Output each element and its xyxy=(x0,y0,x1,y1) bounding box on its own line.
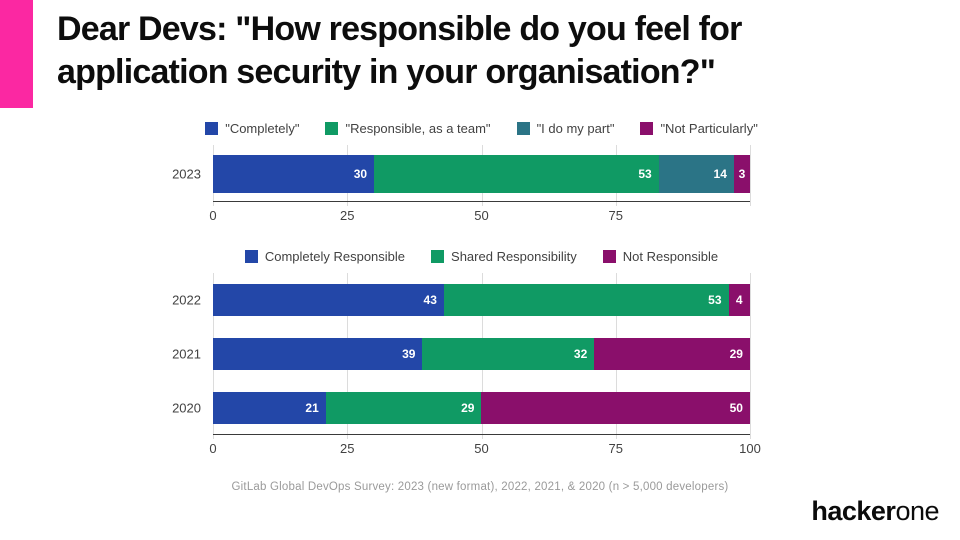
legend-swatch xyxy=(205,121,219,135)
segment-value: 14 xyxy=(713,166,727,181)
bar-segment: 39 xyxy=(213,338,423,370)
bar-segment: 29 xyxy=(594,338,750,370)
x-tick-label: 25 xyxy=(340,208,355,223)
segment-value: 43 xyxy=(423,293,437,307)
segment-value: 29 xyxy=(461,401,475,415)
bar-row: 2023 30 53 14 3 xyxy=(172,145,750,202)
gridline xyxy=(750,145,751,206)
x-tick-label: 50 xyxy=(474,441,489,456)
segment-value: 53 xyxy=(708,293,722,307)
x-tick-label: 0 xyxy=(209,208,217,223)
bar-track: 21 29 50 xyxy=(213,392,750,424)
segment-value: 32 xyxy=(573,347,588,361)
bar-segment: 53 xyxy=(443,284,729,316)
bar-segment: 43 xyxy=(213,284,444,316)
gridline xyxy=(750,273,751,439)
title-line-2: application security in your organisatio… xyxy=(57,53,716,91)
bar-track: 30 53 14 3 xyxy=(213,154,750,193)
legend-swatch xyxy=(325,121,339,135)
accent-bar xyxy=(0,0,33,108)
x-tick-label: 50 xyxy=(474,208,489,223)
chart-2023-survey: "Completely" "Responsible, as a team" "I d… xyxy=(172,120,758,226)
legend-swatch xyxy=(602,249,616,263)
bar-segment: 50 xyxy=(481,392,750,424)
legend-label: "I do my part" xyxy=(536,120,615,136)
x-tick-label: 25 xyxy=(340,441,355,456)
legend-label: "Not Particularly" xyxy=(660,120,758,136)
x-tick-label: 75 xyxy=(608,441,623,456)
bar-segment: 3 xyxy=(733,154,750,193)
segment-value: 4 xyxy=(735,293,743,307)
category-label: 2021 xyxy=(172,346,201,362)
segment-value: 3 xyxy=(738,166,746,181)
bar-segment: 29 xyxy=(325,392,482,424)
bar-segment: 30 xyxy=(213,154,375,193)
bar-row: 2022 43 53 4 xyxy=(172,273,750,327)
chart-legend: Completely Responsible Shared Responsibil… xyxy=(213,248,750,264)
legend-label: Completely Responsible xyxy=(264,248,406,264)
bar-segment: 32 xyxy=(422,338,595,370)
bar-row: 2021 39 32 29 xyxy=(172,327,750,381)
bar-rows: 2023 30 53 14 3 xyxy=(172,145,750,202)
bar-rows: 2022 43 53 4 2021 39 32 29 2020 21 29 50 xyxy=(172,273,750,435)
source-caption: GitLab Global DevOps Survey: 2023 (new f… xyxy=(231,481,729,493)
segment-value: 21 xyxy=(305,401,319,415)
legend-swatch xyxy=(640,121,654,135)
legend-swatch xyxy=(244,249,258,263)
logo-text-bold: hacker xyxy=(811,496,896,526)
hackerone-logo: hackerone xyxy=(811,496,939,527)
legend-item: Completely Responsible xyxy=(244,248,406,264)
x-tick-label: 100 xyxy=(739,441,761,456)
plot-area: 2022 43 53 4 2021 39 32 29 2020 21 29 50 xyxy=(172,273,751,439)
segment-value: 50 xyxy=(729,401,743,415)
bar-track: 43 53 4 xyxy=(213,284,750,316)
segment-value: 53 xyxy=(638,166,652,181)
logo-text-light: one xyxy=(895,496,939,526)
x-tick-label: 0 xyxy=(209,441,217,456)
legend-item: Shared Responsibility xyxy=(431,249,577,264)
x-axis-line xyxy=(213,434,750,435)
page-title: Dear Devs: "How responsible do you feel … xyxy=(57,8,937,94)
bar-row: 2020 21 29 50 xyxy=(172,381,750,435)
chart-legend: "Completely" "Responsible, as a team" "I d… xyxy=(205,120,758,136)
legend-label: "Completely" xyxy=(225,120,300,136)
legend-item: "I do my part" xyxy=(516,120,615,136)
bar-segment: 4 xyxy=(728,284,750,316)
bar-segment: 21 xyxy=(213,392,326,424)
category-label: 2022 xyxy=(172,292,201,308)
title-line-1: Dear Devs: "How responsible do you feel … xyxy=(57,10,742,48)
legend-item: "Responsible, as a team" xyxy=(325,120,491,136)
legend-swatch xyxy=(431,249,445,263)
legend-label: Shared Responsibility xyxy=(451,248,577,264)
chart-2020-2022-survey: Completely Responsible Shared Responsibil… xyxy=(172,248,761,459)
segment-value: 29 xyxy=(729,347,743,361)
category-label: 2023 xyxy=(172,166,201,181)
segment-value: 30 xyxy=(353,166,368,181)
x-axis-labels: 0 25 50 75 100 xyxy=(209,441,760,459)
legend-swatch xyxy=(516,121,530,135)
legend-label: Not Responsible xyxy=(622,248,719,264)
x-axis-line xyxy=(213,201,750,202)
segment-value: 39 xyxy=(402,347,416,361)
x-axis-labels: 0 25 50 75 xyxy=(209,208,750,226)
legend-item: "Completely" xyxy=(205,121,299,136)
bar-segment: 53 xyxy=(374,154,659,193)
legend-item: Not Responsible xyxy=(602,248,719,264)
legend-item: "Not Particularly" xyxy=(640,120,758,136)
bar-segment: 14 xyxy=(658,154,734,193)
legend-label: "Responsible, as a team" xyxy=(345,120,491,136)
plot-area: 2023 30 53 14 3 xyxy=(172,145,751,206)
category-label: 2020 xyxy=(172,400,201,416)
bar-track: 39 32 29 xyxy=(213,338,750,370)
x-tick-label: 75 xyxy=(608,208,623,223)
